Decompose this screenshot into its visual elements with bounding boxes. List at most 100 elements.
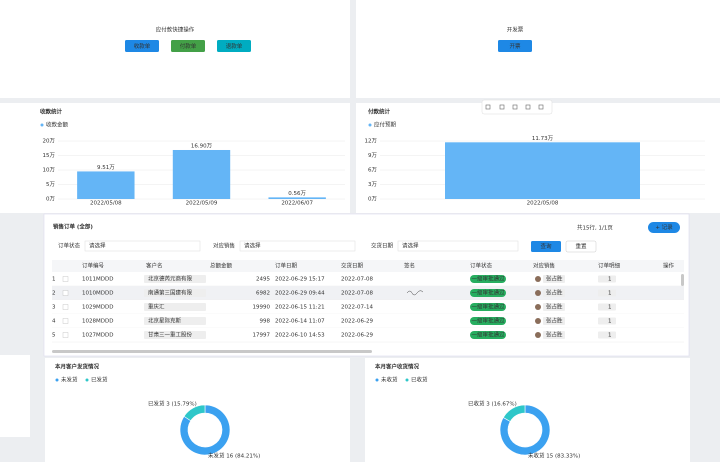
button[interactable] xyxy=(125,40,159,52)
customer-box xyxy=(144,289,206,297)
detail-tag xyxy=(598,303,616,311)
amount: 2495 xyxy=(256,277,270,283)
customer-box xyxy=(144,317,206,325)
x-tick-label: 2022/05/08 xyxy=(527,201,559,207)
table-row xyxy=(52,272,684,286)
button[interactable] xyxy=(171,40,205,52)
table-header xyxy=(52,260,684,272)
order-date: 2022-06-14 11:07 xyxy=(275,319,325,325)
toolbar-icon[interactable] xyxy=(525,104,531,110)
row-number: 4 xyxy=(52,319,56,325)
data-label: 16.90万 xyxy=(191,142,213,149)
sales: 张占胜 xyxy=(546,331,563,339)
checkbox[interactable] xyxy=(62,290,69,296)
toolbar-icon[interactable] xyxy=(512,104,518,110)
data-label: 已发货 3 (15.79%) xyxy=(148,400,197,408)
row-number: 5 xyxy=(52,333,56,339)
legend-label: 未收货 xyxy=(381,376,398,384)
chart-title: 付款统计 xyxy=(368,108,391,116)
button-label: 收款单 xyxy=(134,42,151,50)
chart-title: 本月客户发货情况 xyxy=(55,363,100,371)
amount: 6982 xyxy=(256,291,270,297)
detail-tag xyxy=(598,317,616,325)
pie-slice xyxy=(502,404,526,422)
order-id: 1027MDDD xyxy=(82,333,113,339)
data-label: 未收货 15 (83.33%) xyxy=(528,452,580,460)
detail: 1 xyxy=(608,305,612,311)
checkbox[interactable] xyxy=(62,332,69,338)
row-number: 3 xyxy=(52,305,56,311)
query-button[interactable] xyxy=(531,241,561,252)
sales-box xyxy=(543,303,565,311)
avatar xyxy=(535,276,541,282)
data-label: 已收货 3 (16.67%) xyxy=(468,400,517,408)
customer: 北京德芮元商有限 xyxy=(148,275,193,283)
checkbox[interactable] xyxy=(62,276,69,282)
table-row xyxy=(52,300,684,314)
button-label: 退款单 xyxy=(226,42,243,50)
order-date: 2022-06-15 11:21 xyxy=(275,305,325,311)
filter-label: 对应销售 xyxy=(213,242,235,250)
sales-box xyxy=(543,317,565,325)
legend-label: 应付预期 xyxy=(374,121,397,129)
detail: 1 xyxy=(608,291,612,297)
column-header: 对应销售 xyxy=(533,262,555,270)
data-label: 11.73万 xyxy=(532,135,554,142)
legend-dot xyxy=(375,378,379,382)
bar xyxy=(268,197,326,199)
button-label: 重置 xyxy=(575,242,587,250)
avatar xyxy=(535,318,541,324)
column-header: 订单明细 xyxy=(598,262,621,270)
y-tick-label: 20万 xyxy=(43,138,56,145)
sales: 张占胜 xyxy=(546,303,563,311)
legend-dot xyxy=(405,378,409,382)
column-header: 交货日期 xyxy=(341,262,364,270)
order-id: 1011MDDD xyxy=(82,277,113,283)
chart-title: 收款统计 xyxy=(40,108,63,116)
checkbox[interactable] xyxy=(62,304,69,310)
table-row xyxy=(52,328,684,342)
scrollbar xyxy=(52,350,372,353)
detail-tag xyxy=(598,331,616,339)
customer: 南通第三国建有限 xyxy=(148,289,193,297)
y-tick-label: 9万 xyxy=(368,152,377,159)
column-header: 客户名 xyxy=(146,262,163,270)
page-info: 共15行, 1/1页 xyxy=(577,224,613,232)
panel xyxy=(0,355,30,437)
delivery-date: 2022-06-29 xyxy=(341,333,373,339)
customer-box xyxy=(144,303,206,311)
toolbar-icon[interactable] xyxy=(499,104,505,110)
status: 一级审批通过 xyxy=(471,331,505,339)
column-header: 订单编号 xyxy=(82,262,105,270)
customer: 重庆汇 xyxy=(148,303,165,311)
column-header: 订单日期 xyxy=(275,262,298,270)
toolbar-icon[interactable] xyxy=(538,104,544,110)
order-id: 1029MDDD xyxy=(82,305,113,311)
data-label: 0.56万 xyxy=(288,190,306,197)
avatar xyxy=(535,290,541,296)
sales: 张占胜 xyxy=(546,275,563,283)
panel-title: 应付款快捷操作 xyxy=(156,26,195,34)
select[interactable] xyxy=(397,240,519,252)
button-label: 开票 xyxy=(509,43,521,50)
button[interactable] xyxy=(498,40,532,52)
legend-dot xyxy=(55,378,59,382)
column-header: 订单状态 xyxy=(470,262,493,270)
select[interactable] xyxy=(239,240,356,252)
y-tick-label: 3万 xyxy=(368,181,377,188)
button[interactable] xyxy=(217,40,251,52)
sales-box xyxy=(543,289,565,297)
x-tick-label: 2022/06/07 xyxy=(281,201,313,207)
add-button[interactable] xyxy=(648,222,680,233)
x-tick-label: 2022/05/09 xyxy=(186,201,218,207)
y-tick-label: 6万 xyxy=(368,167,377,174)
reset-button[interactable] xyxy=(565,240,597,253)
select[interactable] xyxy=(84,240,201,252)
column-header: 操作 xyxy=(663,262,675,270)
placeholder: 请选择 xyxy=(402,242,419,250)
toolbar-icon[interactable] xyxy=(485,104,491,110)
checkbox[interactable] xyxy=(62,318,69,324)
order-date: 2022-06-29 15:17 xyxy=(275,277,325,283)
sales: 张占胜 xyxy=(546,317,563,325)
legend-label: 已收货 xyxy=(411,376,428,384)
